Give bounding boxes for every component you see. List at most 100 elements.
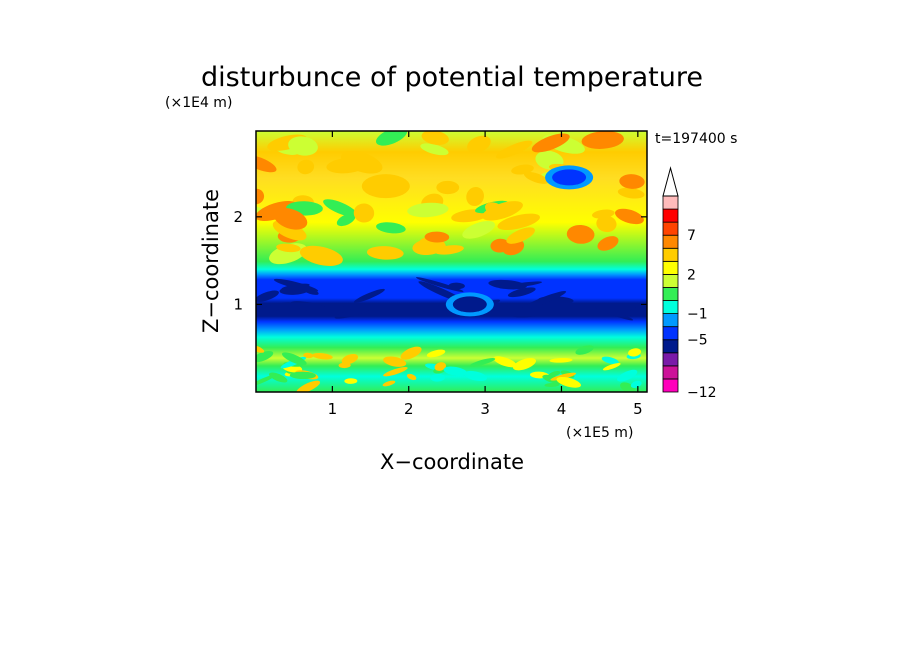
colorbar-band bbox=[662, 339, 679, 354]
contour-blob bbox=[412, 238, 444, 256]
contour-blob bbox=[497, 213, 540, 231]
contour-blob bbox=[353, 288, 385, 303]
y-tick-label: 1 bbox=[233, 295, 243, 313]
contour-blob bbox=[591, 209, 615, 219]
x-tick-label: 3 bbox=[480, 400, 490, 418]
colorbar-band bbox=[662, 234, 679, 249]
contour-blob bbox=[341, 353, 359, 365]
contour-blob bbox=[597, 236, 619, 251]
x-tick-label: 5 bbox=[633, 400, 643, 418]
contour-blob bbox=[400, 346, 422, 360]
colorbar-band bbox=[662, 378, 679, 393]
contour-blob bbox=[353, 203, 375, 223]
colorbar-label: 2 bbox=[687, 267, 696, 283]
contour-blob bbox=[299, 245, 343, 266]
heatmap-field bbox=[256, 131, 647, 392]
colorbar-band bbox=[662, 365, 679, 380]
contour-blob bbox=[616, 369, 638, 382]
colorbar-band bbox=[662, 326, 679, 341]
contour-blob bbox=[466, 187, 484, 206]
colorbar-band bbox=[662, 273, 679, 288]
colorbar-band bbox=[662, 221, 679, 236]
contour-blob bbox=[488, 279, 527, 290]
contour-blob bbox=[326, 157, 368, 174]
contour-blob bbox=[430, 373, 446, 382]
x-axis-label: X−coordinate bbox=[380, 450, 524, 474]
colorbar-label: −5 bbox=[687, 333, 708, 349]
contour-blob bbox=[469, 357, 496, 367]
contour-blob bbox=[581, 131, 624, 149]
y-axis-label: Z−coordinate bbox=[199, 189, 223, 333]
contour-blob bbox=[482, 201, 523, 221]
contour-blob bbox=[464, 370, 488, 382]
contour-blob bbox=[406, 373, 417, 381]
contour-blob bbox=[338, 362, 351, 369]
contour-blob bbox=[302, 287, 319, 295]
contour-blob bbox=[595, 306, 634, 321]
plot-frame bbox=[255, 130, 648, 393]
contour-blob bbox=[256, 302, 291, 318]
contour-blob bbox=[601, 356, 619, 365]
contour-blob bbox=[628, 348, 642, 357]
colorbar-band bbox=[662, 352, 679, 367]
colorbar-label: −1 bbox=[687, 307, 708, 323]
contour-blob bbox=[523, 171, 549, 184]
contour-blob bbox=[602, 363, 621, 371]
contour-blob bbox=[289, 371, 316, 380]
contour-blob bbox=[556, 376, 581, 388]
y-unit-label: (×1E4 m) bbox=[165, 95, 232, 111]
contour-blob bbox=[512, 358, 537, 371]
contour-blob bbox=[443, 366, 468, 377]
contour-blob bbox=[426, 349, 446, 358]
contour-blob bbox=[521, 291, 567, 310]
contour-blob bbox=[434, 362, 447, 371]
contour-blob bbox=[629, 306, 645, 317]
contour-blob bbox=[273, 208, 308, 230]
colorbar-band bbox=[662, 195, 679, 210]
contour-blob bbox=[507, 287, 536, 298]
colorbar-band bbox=[662, 287, 679, 301]
contour-blob bbox=[617, 187, 645, 199]
contour-blob bbox=[615, 208, 644, 225]
contour-blob bbox=[575, 345, 594, 355]
contour-blob bbox=[297, 159, 315, 175]
contour-blob bbox=[415, 277, 464, 292]
contour-blob bbox=[506, 227, 535, 244]
contour-blob bbox=[488, 305, 511, 313]
contour-blob bbox=[420, 143, 449, 156]
contour-blob bbox=[281, 352, 307, 366]
feature-core bbox=[552, 169, 587, 186]
contour-blob bbox=[462, 220, 495, 239]
colorbar-band bbox=[662, 313, 679, 328]
colorbar-band bbox=[662, 208, 679, 223]
contour-blob bbox=[383, 356, 407, 367]
feature-core bbox=[452, 296, 487, 313]
contour-blob bbox=[290, 301, 332, 314]
contour-blob bbox=[312, 353, 333, 360]
contour-blob bbox=[288, 136, 318, 156]
contour-blob bbox=[272, 220, 307, 241]
contour-blob bbox=[366, 246, 404, 260]
x-tick-label: 2 bbox=[404, 400, 414, 418]
contour-blob bbox=[382, 380, 396, 387]
contour-blob bbox=[509, 308, 544, 318]
contour-blob bbox=[630, 380, 642, 388]
x-tick-label: 1 bbox=[328, 400, 338, 418]
contour-blob bbox=[256, 290, 279, 302]
contour-blob bbox=[511, 164, 534, 175]
y-tick-label: 2 bbox=[233, 208, 243, 226]
colorbar-extend-arrow bbox=[662, 166, 679, 197]
colorbar-band bbox=[662, 300, 679, 314]
x-tick-label: 4 bbox=[557, 400, 567, 418]
contour-blob bbox=[544, 382, 560, 388]
contour-blob bbox=[256, 350, 274, 363]
contour-blob bbox=[549, 357, 573, 363]
contour-blob bbox=[336, 213, 356, 227]
chart-title: disturbunce of potential temperature bbox=[201, 62, 703, 93]
contour-blob bbox=[436, 180, 460, 195]
contour-blob bbox=[376, 131, 408, 146]
contour-blob bbox=[548, 370, 561, 377]
contour-blob bbox=[619, 174, 645, 189]
contour-blob bbox=[256, 345, 265, 353]
